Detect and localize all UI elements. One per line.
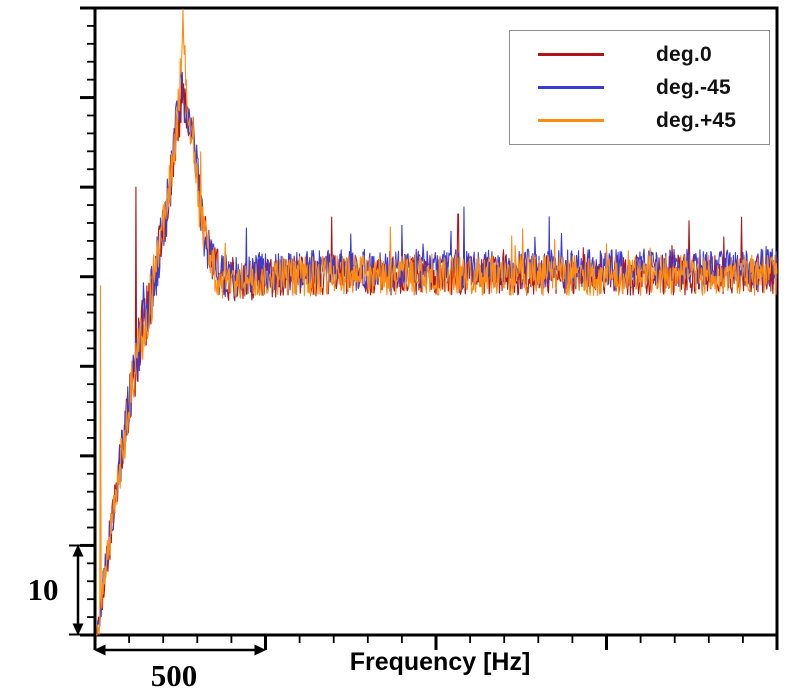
x-axis-title: Frequency [Hz]: [349, 648, 531, 676]
legend: deg.0 deg.-45 deg.+45: [509, 30, 770, 145]
x-scale-label: 500: [150, 658, 198, 693]
legend-swatch-deg-plus45: [538, 119, 604, 122]
legend-label-deg0: deg.0: [656, 42, 712, 66]
series-deg.-45: [96, 63, 778, 636]
y-scale-label: 10: [27, 572, 59, 607]
series-deg.+45: [95, 8, 778, 636]
x-scale-arrow: [94, 644, 266, 656]
legend-item-deg-minus45: deg.-45: [510, 71, 769, 104]
legend-label-deg-minus45: deg.-45: [656, 75, 731, 99]
legend-swatch-deg-minus45: [538, 86, 604, 89]
legend-item-deg0: deg.0: [510, 38, 769, 71]
legend-item-deg-plus45: deg.+45: [510, 104, 769, 137]
legend-label-deg-plus45: deg.+45: [656, 108, 737, 132]
y-scale-arrow: [69, 544, 87, 636]
legend-swatch-deg0: [538, 53, 604, 56]
